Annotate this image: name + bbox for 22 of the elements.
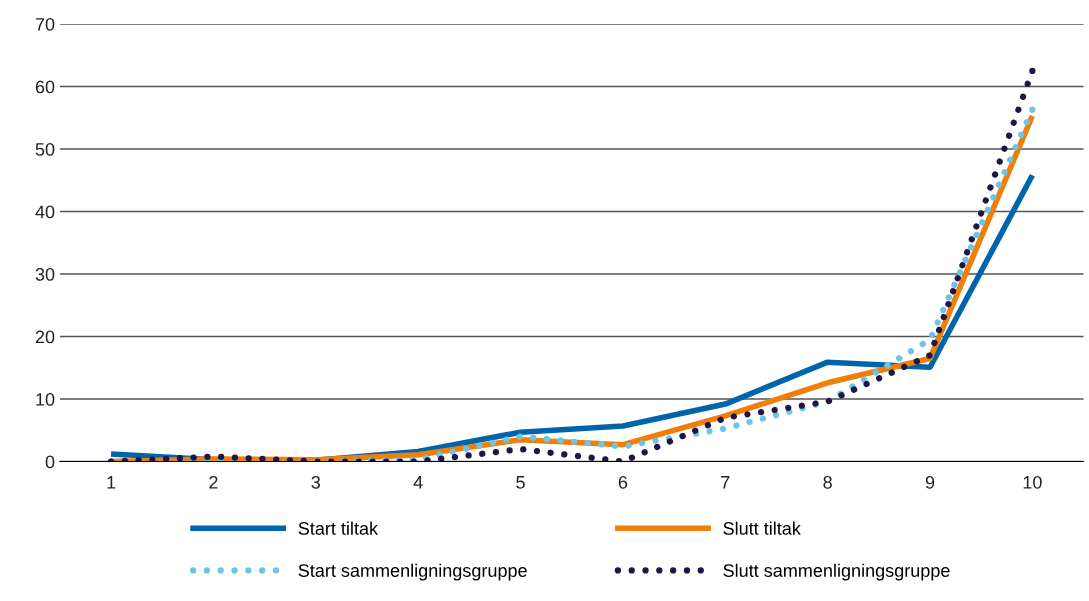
x-tick-label: 4 xyxy=(413,476,423,489)
legend-label: Slutt sammenligningsgruppe xyxy=(723,563,950,581)
y-tick-label: 70 xyxy=(35,17,55,31)
y-tick-label: 50 xyxy=(35,142,55,156)
x-tick-label: 8 xyxy=(823,475,832,489)
y-tick-label: 30 xyxy=(35,267,55,281)
legend-label: Slutt tiltak xyxy=(723,521,801,535)
y-tick-label: 0 xyxy=(45,455,55,469)
x-tick-label: 10 xyxy=(1023,475,1042,489)
x-tick-label: 1 xyxy=(107,476,116,489)
x-tick-label: 9 xyxy=(925,475,935,489)
legend-label: Start sammenligningsgruppe xyxy=(298,563,527,581)
legend-label: Start tiltak xyxy=(298,521,379,535)
y-tick-label: 60 xyxy=(35,80,55,94)
x-tick-label: 5 xyxy=(516,476,525,489)
x-tick-label: 7 xyxy=(721,476,730,489)
x-tick-label: 6 xyxy=(618,475,628,489)
y-tick-label: 10 xyxy=(36,393,55,406)
x-tick-label: 3 xyxy=(311,475,321,489)
y-tick-label: 20 xyxy=(35,330,55,344)
y-tick-label: 40 xyxy=(35,205,55,219)
x-tick-label: 2 xyxy=(209,475,218,489)
